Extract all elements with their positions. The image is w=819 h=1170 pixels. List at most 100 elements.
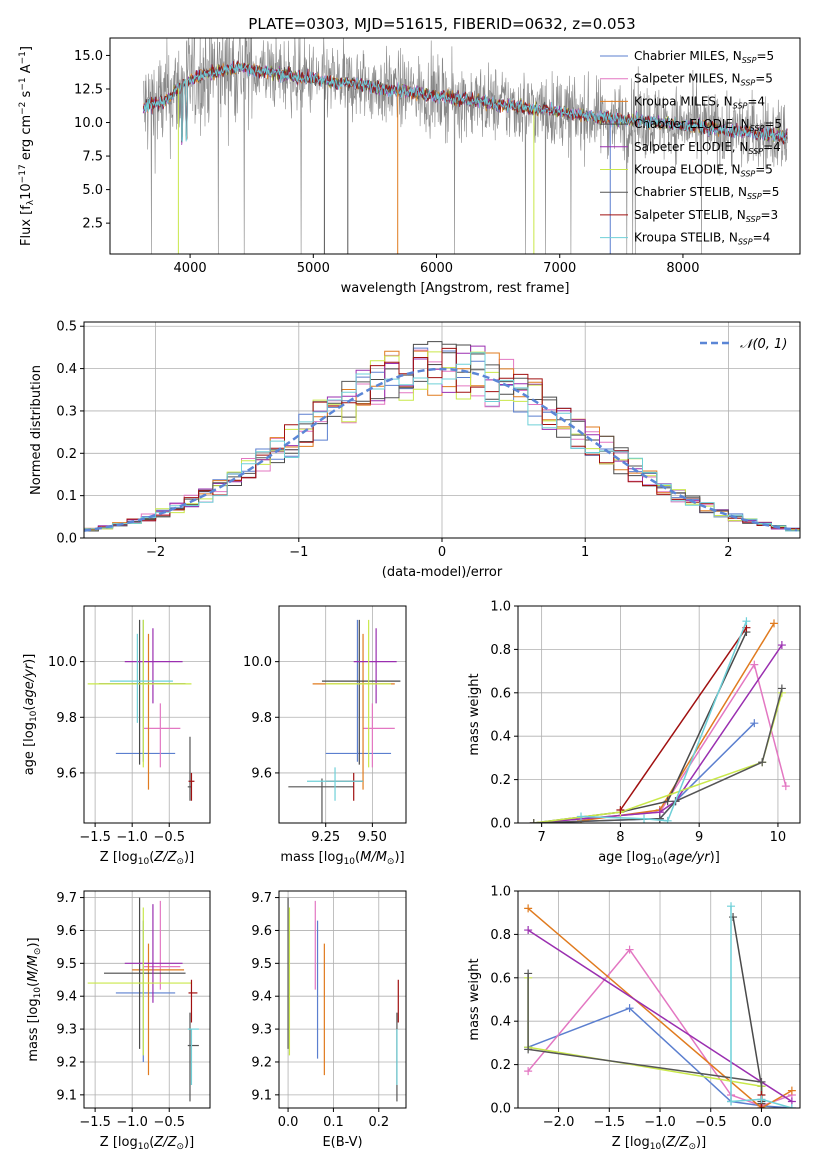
label-part: =5 (756, 49, 774, 63)
label-part: Salpeter STELIB, N (634, 208, 746, 222)
legend: 𝒩(0, 1) (700, 337, 787, 352)
y-axis-label: Flux [fλ10−17 erg cm−2 s−1 A−1] (18, 46, 36, 246)
x-tick-label: 7 (537, 830, 545, 845)
y-tick-label: 9.3 (56, 1023, 77, 1038)
weight-marker-CM (625, 1004, 634, 1013)
y-tick-label: 9.5 (251, 957, 272, 972)
label-part: ( (355, 850, 360, 865)
weight-marker-KS (757, 1095, 766, 1104)
weight-marker-KM (787, 1086, 796, 1095)
label-part: 10 (344, 857, 356, 867)
y-tick-label: 0.0 (490, 817, 511, 832)
weight-marker-KS (663, 816, 672, 823)
y-tick-label: 0.0 (56, 532, 77, 547)
y-tick-label: 15.0 (74, 49, 103, 64)
label-part: ⊙ (176, 1142, 184, 1152)
weight-marker-CM (750, 719, 759, 728)
label-part: Kroupa STELIB, N (634, 231, 738, 245)
weight-line-CM (533, 722, 755, 823)
label-part: Z/Z (665, 1135, 689, 1150)
label-part: SSP (746, 215, 761, 224)
label-part: =4 (747, 94, 765, 108)
axis-frame: −2 −1 0 1 2 0.0 0.1 0.2 0.3 0.4 0.5 𝒩(0, 1) (data-mo… (29, 320, 801, 580)
label-part: =4 (753, 231, 771, 245)
y-tick-label: 10.0 (48, 655, 77, 670)
label-part: mass weight (467, 673, 482, 755)
weight-line-SM (533, 662, 787, 823)
x-axis-label: Z [log10(Z/Z⊙)] (612, 1135, 706, 1152)
legend-entry: Salpeter ELODIE, NSSP=4 (634, 140, 781, 156)
y-tick-label: 2.5 (82, 217, 103, 232)
weight-line-KM (527, 907, 793, 1108)
weight-line-SS (619, 627, 748, 811)
x-tick-label: −1.5 (594, 1115, 626, 1130)
weight-marker-CS (655, 814, 664, 823)
label-part: 10 (651, 857, 663, 867)
label-part: Z/Z (153, 850, 177, 865)
weight-marker-KS (577, 812, 586, 821)
legend-entry: Chabrier MILES, NSSP=5 (634, 49, 774, 65)
label-part: )] (394, 850, 404, 865)
weight-marker-CS (758, 758, 767, 767)
label-part: =3 (760, 208, 778, 222)
x-tick-label: 8 (616, 830, 624, 845)
weight-marker-KS (787, 1104, 796, 1108)
legend-entry: Chabrier ELODIE, NSSP=5 (634, 117, 782, 133)
weight-marker-SM (625, 945, 634, 954)
y-tick-label: 0.1 (56, 489, 77, 504)
axes-border (109, 37, 801, 255)
legend-entry: Kroupa STELIB, NSSP=4 (634, 231, 770, 247)
y-tick-label: 1.0 (490, 600, 511, 615)
normal-curve (84, 367, 798, 532)
weight-marker-CS (524, 1045, 533, 1054)
x-tick-label: 9 (695, 830, 703, 845)
y-tick-label: 0.2 (56, 447, 77, 462)
x-tick-label: −2.0 (543, 1115, 575, 1130)
axes-weight_vs_Z: −2.0 −1.5 −1.0 −0.5 0.0 0.0 0.2 0.4 0.6 0.8 1.0 Z [… (467, 885, 801, 1152)
weight-marker-KS (742, 617, 751, 626)
axis-frame: −2.0 −1.5 −1.0 −0.5 0.0 0.0 0.2 0.4 0.6 0.8 1.0 Z [… (467, 885, 801, 1152)
label-part: SSP (747, 192, 762, 201)
x-tick-label: −2 (146, 545, 165, 560)
label-part: )] (184, 1135, 194, 1150)
label-part: ⊙ (688, 1142, 696, 1152)
label-part: log (630, 1135, 650, 1150)
y-tick-label: 9.6 (56, 924, 77, 939)
x-tick-label: 6000 (420, 261, 453, 276)
weight-marker-SS (616, 805, 625, 814)
label-part: age [ (598, 850, 631, 865)
x-tick-label: 1 (581, 545, 589, 560)
label-part: SSP (750, 124, 765, 133)
weight-marker-KM (770, 619, 779, 628)
label-part: ( (149, 1135, 154, 1150)
plot-area (142, 38, 788, 254)
label-part: log (22, 722, 37, 742)
weight-marker-CS (757, 1077, 766, 1086)
axis-frame: 9.25 9.50 9.6 9.8 10.0 mass [log10(M/M⊙)] (243, 605, 407, 867)
label-part: 10 (19, 183, 34, 200)
x-tick-label: 0.2 (368, 1115, 389, 1130)
plot-area (87, 619, 195, 801)
label-part: ( (663, 850, 668, 865)
y-tick-label: 12.5 (74, 82, 103, 97)
x-tick-label: 0.0 (751, 1115, 772, 1130)
x-tick-label: −0.5 (153, 1115, 185, 1130)
axes-mass_vs_Z: −1.5 −1.0 −0.59.19.29.39.49.59.69.7Z [log1… (26, 890, 211, 1152)
label-part: Flux [f (19, 205, 34, 246)
histogram-KS (84, 352, 800, 532)
x-tick-label: 9.50 (358, 830, 387, 845)
label-part: SSP (742, 56, 757, 65)
x-tick-label: 9.25 (311, 830, 340, 845)
label-part: (data-model)/error (382, 565, 503, 580)
label-part: λ (26, 199, 36, 205)
model-spectrum-KS (142, 63, 788, 142)
label-part: M/M (26, 955, 41, 982)
weight-marker-KS (727, 902, 736, 911)
legend-entry: Kroupa ELODIE, NSSP=5 (634, 163, 773, 179)
y-tick-label: 9.8 (251, 711, 272, 726)
weight-line-CE (732, 916, 763, 1102)
label-part: Chabrier MILES, N (634, 49, 742, 63)
